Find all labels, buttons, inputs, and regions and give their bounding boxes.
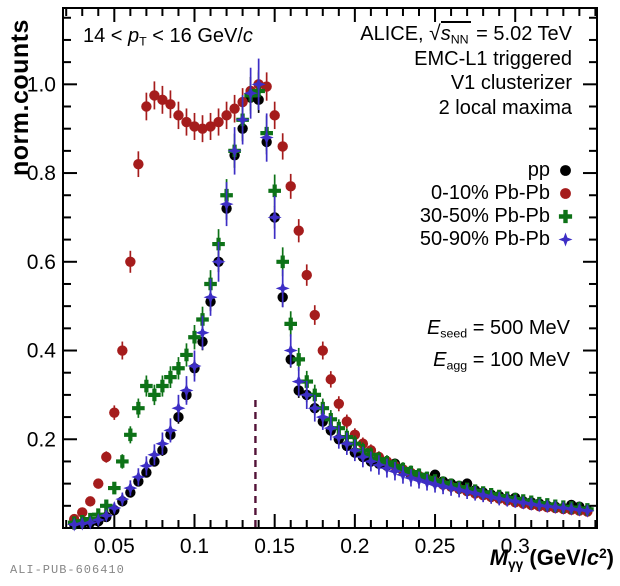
svg-text:0.1: 0.1 xyxy=(180,535,209,558)
pt-range-suffix: < 16 GeV/ xyxy=(146,25,243,47)
legend: pp 0-10% Pb-Pb 30-50% Pb-Pb 50-90% Pb-Pb xyxy=(420,159,574,251)
svg-text:0.8: 0.8 xyxy=(27,162,56,185)
pp-circle-marker-icon xyxy=(560,165,571,176)
x-title-unit-open: (GeV/ xyxy=(523,545,587,570)
x-title-variable: M xyxy=(489,545,509,570)
trigger-line: EMC-L1 triggered xyxy=(414,47,572,70)
s-subscript: NN xyxy=(450,32,469,47)
eseed-variable: E xyxy=(426,317,441,339)
pt-variable: p xyxy=(128,25,140,47)
eseed-subscript: seed xyxy=(440,326,468,341)
svg-text:0.25: 0.25 xyxy=(415,535,456,558)
alice-energy-line: ALICE, √sNN = 5.02 TeV xyxy=(360,21,572,47)
x-title-exponent: 2 xyxy=(599,546,607,562)
cluster-cuts-annotation: Eseed = 500 MeV Eagg = 100 MeV xyxy=(427,315,570,378)
energy-value: = 5.02 TeV xyxy=(470,23,572,45)
s-variable: s xyxy=(440,23,451,45)
star-marker-icon xyxy=(558,232,573,247)
legend-label-50-90: 50-90% Pb-Pb xyxy=(419,228,550,250)
y-axis-title: norm.counts xyxy=(6,19,34,176)
eagg-subscript: agg xyxy=(446,358,468,373)
eagg-line: Eagg = 100 MeV xyxy=(427,347,570,379)
figure-id-watermark: ALI-PUB-606410 xyxy=(10,563,125,577)
snn-under-radical: sNN xyxy=(440,21,471,47)
local-maxima-line: 2 local maxima xyxy=(438,96,572,119)
pt-range-prefix: 14 < xyxy=(83,25,129,47)
legend-label-0-10: 0-10% Pb-Pb xyxy=(431,182,550,204)
alice-label: ALICE, xyxy=(360,23,430,45)
clusterizer-line: V1 clusterizer xyxy=(450,72,572,94)
pt-unit-c: c xyxy=(242,25,253,47)
eseed-value: = 500 MeV xyxy=(467,317,570,339)
x-axis-title: Mγγ (GeV/c2) xyxy=(490,545,614,572)
svg-text:1.0: 1.0 xyxy=(27,73,56,96)
x-title-unit-close: ) xyxy=(606,545,614,570)
legend-entry-50-90: 50-90% Pb-Pb xyxy=(420,228,574,251)
svg-text:0.2: 0.2 xyxy=(340,535,369,558)
svg-text:0.6: 0.6 xyxy=(27,251,56,274)
svg-text:0.4: 0.4 xyxy=(27,340,57,363)
eagg-variable: E xyxy=(433,348,447,371)
x-title-subscript: γγ xyxy=(508,557,524,573)
central-circle-marker-icon xyxy=(560,188,571,199)
legend-entry-30-50: 30-50% Pb-Pb xyxy=(420,205,574,228)
sqrt-sign: √ xyxy=(429,22,441,45)
experiment-annotation: ALICE, √sNN = 5.02 TeV EMC-L1 triggered … xyxy=(360,21,572,120)
cross-marker-icon xyxy=(558,209,573,224)
svg-text:0.15: 0.15 xyxy=(254,535,295,558)
eagg-value: = 100 MeV xyxy=(467,348,570,371)
x-title-c: c xyxy=(586,545,600,570)
legend-entry-pp: pp xyxy=(420,159,574,182)
legend-label-30-50: 30-50% Pb-Pb xyxy=(419,205,550,227)
pt-range-label: 14 < pT < 16 GeV/c xyxy=(83,25,253,49)
pt-subscript: T xyxy=(139,34,147,49)
legend-label-pp: pp xyxy=(527,159,550,181)
svg-text:0.05: 0.05 xyxy=(94,535,135,558)
svg-text:0.2: 0.2 xyxy=(27,428,56,451)
svg-text:0.3: 0.3 xyxy=(501,535,530,558)
legend-entry-0-10: 0-10% Pb-Pb xyxy=(420,182,574,205)
eseed-line: Eseed = 500 MeV xyxy=(427,315,570,347)
